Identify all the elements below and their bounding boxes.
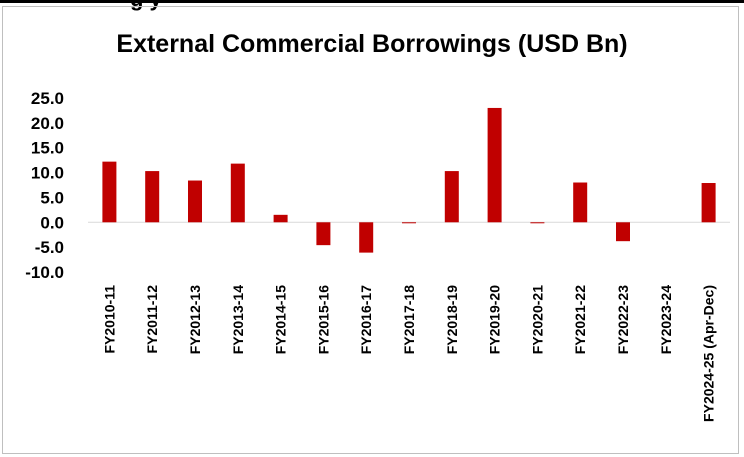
x-tick-label: FY2021-22 bbox=[572, 285, 588, 354]
y-tick-label: 25.0 bbox=[31, 89, 64, 108]
y-tick-label: 10.0 bbox=[31, 164, 64, 183]
bar-fy2014-15 bbox=[273, 214, 288, 223]
bar-fy2022-23 bbox=[616, 222, 630, 242]
x-tick-label: FY2016-17 bbox=[358, 285, 374, 354]
bar-fy2016-17 bbox=[359, 222, 374, 253]
bar-fy2012-13 bbox=[188, 180, 202, 223]
bar-fy2020-21 bbox=[530, 222, 545, 224]
x-tick-label: FY2022-23 bbox=[615, 285, 631, 354]
bar-fy2021-22 bbox=[573, 182, 588, 223]
y-tick-label: 15.0 bbox=[31, 139, 64, 158]
top-rule bbox=[0, 0, 744, 3]
x-tick-label: FY2019-20 bbox=[487, 285, 503, 354]
x-tick-label: FY2011-12 bbox=[144, 285, 160, 354]
y-axis-ticks: 25.0 20.0 15.0 10.0 5.0 0.0 -5.0 -10.0 bbox=[25, 89, 64, 282]
bar-fy2015-16 bbox=[316, 222, 331, 246]
bar-fy2013-14 bbox=[230, 163, 245, 223]
bar-fy2018-19 bbox=[444, 171, 459, 223]
bar-fy2010-11 bbox=[102, 161, 117, 223]
x-tick-label: FY2013-14 bbox=[230, 285, 246, 354]
bar-fy2017-18 bbox=[402, 222, 416, 224]
x-tick-label: FY2017-18 bbox=[401, 285, 417, 354]
chart-frame bbox=[2, 6, 739, 454]
x-tick-label: FY2014-15 bbox=[273, 285, 289, 354]
bar-fy2024-25-apr-dec- bbox=[701, 183, 716, 223]
bar-fy2019-20 bbox=[487, 107, 502, 223]
y-tick-label: 20.0 bbox=[31, 114, 64, 133]
x-tick-label: FY2015-16 bbox=[315, 285, 331, 354]
bars bbox=[102, 107, 716, 253]
chart-title: External Commercial Borrowings (USD Bn) bbox=[116, 30, 628, 58]
x-tick-label: FY2020-21 bbox=[529, 285, 545, 354]
x-tick-label: FY2012-13 bbox=[187, 285, 203, 354]
y-tick-label: 5.0 bbox=[40, 188, 64, 207]
y-tick-label: -5.0 bbox=[35, 238, 64, 257]
x-axis-ticks: FY2010-11 FY2011-12 FY2012-13 FY2013-14 FY20… bbox=[101, 285, 716, 422]
x-tick-label: FY2024-25 (Apr-Dec) bbox=[701, 285, 717, 422]
x-tick-label: FY2018-19 bbox=[444, 285, 460, 354]
x-tick-label: FY2023-24 bbox=[658, 285, 674, 354]
bar-fy2011-12 bbox=[145, 171, 160, 223]
y-tick-label: 0.0 bbox=[40, 213, 64, 232]
x-tick-label: FY2010-11 bbox=[101, 285, 117, 354]
cropped-heading-fragment: g y bbox=[130, 0, 162, 12]
y-tick-label: -10.0 bbox=[25, 263, 64, 282]
